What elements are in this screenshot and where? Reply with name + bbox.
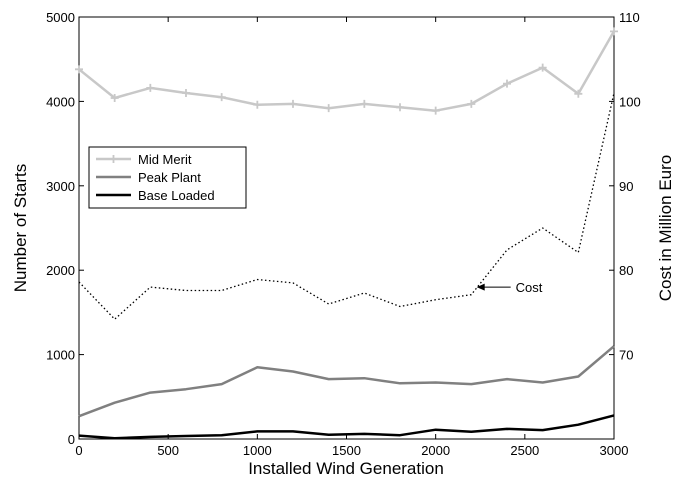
cost-annotation: Cost xyxy=(476,280,543,295)
right-y-tick-label: 80 xyxy=(619,263,633,278)
data-point-mid-merit xyxy=(324,104,333,113)
legend-marker-mid-merit xyxy=(109,155,118,163)
data-point-mid-merit xyxy=(610,27,618,36)
cost-annotation-label: Cost xyxy=(516,280,543,295)
data-point-mid-merit xyxy=(289,99,297,108)
x-tick-label: 2500 xyxy=(510,443,539,458)
data-point-mid-merit xyxy=(431,106,440,115)
series-line-mid-merit xyxy=(78,30,616,112)
right-y-axis-label: Cost in Million Euro xyxy=(656,155,675,301)
right-y-tick-label: 110 xyxy=(619,10,640,25)
x-tick-label: 0 xyxy=(75,443,82,458)
data-point-mid-merit xyxy=(538,63,547,72)
x-axis: 0 500 1000 1500 2000 2500 3000 xyxy=(75,17,628,458)
data-point-mid-merit xyxy=(396,103,404,112)
right-y-tick-label: 70 xyxy=(619,348,633,363)
x-tick-label: 1500 xyxy=(332,443,361,458)
left-y-tick-label: 3000 xyxy=(46,179,75,194)
x-tick-label: 3000 xyxy=(600,443,629,458)
x-tick-label: 1000 xyxy=(243,443,272,458)
data-point-mid-merit xyxy=(217,93,226,102)
right-y-axis: 70 80 90 100 110 xyxy=(609,10,641,363)
left-y-tick-label: 1000 xyxy=(46,348,75,363)
legend-label-mid-merit: Mid Merit xyxy=(138,152,192,167)
left-y-axis: 0 1000 2000 3000 4000 5000 xyxy=(46,10,84,447)
left-y-axis-label: Number of Starts xyxy=(11,164,30,293)
data-point-mid-merit xyxy=(110,94,119,103)
data-point-mid-merit xyxy=(75,65,83,74)
data-point-mid-merit xyxy=(467,99,476,108)
series-layer xyxy=(75,27,618,440)
data-point-mid-merit xyxy=(146,83,155,92)
right-y-tick-label: 100 xyxy=(619,94,641,109)
data-point-mid-merit xyxy=(182,88,190,97)
left-y-tick-label: 2000 xyxy=(46,263,75,278)
x-tick-label: 2000 xyxy=(421,443,450,458)
x-tick-label: 500 xyxy=(157,443,179,458)
data-point-mid-merit xyxy=(503,79,511,88)
left-y-tick-label: 5000 xyxy=(46,10,75,25)
series-line-cost xyxy=(78,92,615,320)
legend-label-peak-plant: Peak Plant xyxy=(138,170,201,185)
cost-annotation-arrowhead xyxy=(476,283,485,291)
x-axis-label: Installed Wind Generation xyxy=(248,459,444,478)
series-line-base-loaded xyxy=(78,414,615,440)
left-y-tick-label: 4000 xyxy=(46,94,75,109)
data-point-mid-merit xyxy=(360,99,369,108)
right-y-tick-label: 90 xyxy=(619,179,633,194)
plot-frame xyxy=(78,16,615,440)
legend-label-base-loaded: Base Loaded xyxy=(138,188,215,203)
data-point-mid-merit xyxy=(574,89,583,98)
left-y-tick-label: 0 xyxy=(68,432,75,447)
data-point-mid-merit xyxy=(253,100,262,109)
legend: Mid Merit Peak Plant Base Loaded xyxy=(88,146,247,209)
series-line-peak-plant xyxy=(78,345,615,418)
